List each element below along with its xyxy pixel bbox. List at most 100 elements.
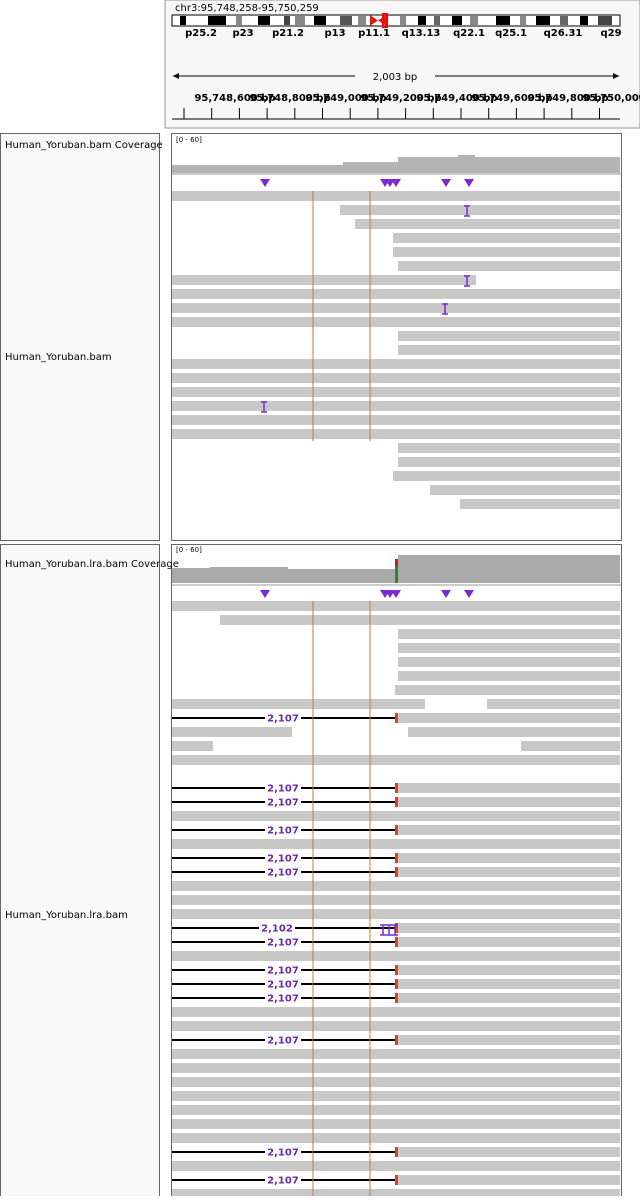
read [398, 797, 620, 807]
read [172, 415, 620, 425]
cytoband [452, 16, 462, 25]
read [393, 233, 620, 243]
read [398, 643, 620, 653]
deletion-edge [395, 979, 398, 989]
read [172, 387, 620, 397]
read [172, 1063, 620, 1073]
read [398, 629, 620, 639]
read [172, 881, 620, 891]
allele-bar [395, 559, 398, 566]
read [393, 247, 620, 257]
cytoband [284, 16, 290, 25]
read [172, 429, 620, 439]
cytoband [560, 16, 568, 25]
deletion-edge [395, 713, 398, 723]
read [487, 699, 620, 709]
cytoband [314, 16, 326, 25]
ruler-label: 95,749,400 bp [416, 93, 497, 104]
read [172, 1021, 620, 1031]
label-bg [265, 853, 301, 863]
read [398, 457, 620, 467]
read [340, 205, 620, 215]
read [172, 909, 620, 919]
read [398, 443, 620, 453]
cytoband [400, 16, 406, 25]
read [398, 345, 620, 355]
cytoband-label: p11.1 [358, 28, 390, 39]
read [398, 993, 620, 1003]
cytoband [295, 16, 305, 25]
variant [391, 179, 401, 187]
deletion-label: 2,107 [267, 966, 299, 977]
span: 2,003 bp [373, 72, 418, 83]
cytoband [598, 16, 612, 25]
cytoband [434, 16, 440, 25]
read [398, 923, 620, 933]
read [398, 261, 620, 271]
cytoband [536, 16, 550, 25]
cytoband [358, 16, 366, 25]
cytoband-label: p13 [324, 28, 345, 39]
deletion-edge [395, 825, 398, 835]
cytoband-label: q26.31 [544, 28, 583, 39]
insertion [261, 401, 267, 413]
label-bg [265, 1175, 301, 1185]
read [398, 965, 620, 975]
read [398, 853, 620, 863]
label-bg [265, 783, 301, 793]
deletion-edge [395, 797, 398, 807]
track-name: Human_Yoruban.bam Coverage [5, 140, 163, 151]
read [172, 1049, 620, 1059]
read [398, 979, 620, 989]
ruler-label: 95,749,800 bp [527, 93, 608, 104]
variant [391, 590, 401, 598]
read [172, 317, 620, 327]
cytoband [340, 16, 352, 25]
cytoband [580, 16, 588, 25]
variant [464, 590, 474, 598]
variant [260, 179, 270, 187]
deletion-edge [395, 867, 398, 877]
read [355, 219, 620, 229]
deletion-label: 2,102 [261, 924, 293, 935]
read [172, 839, 620, 849]
label-bg [265, 937, 301, 947]
label-bg [265, 979, 301, 989]
deletion-label: 2,107 [267, 1148, 299, 1159]
cytoband-label: q13.13 [402, 28, 441, 39]
label-bg [265, 965, 301, 975]
track-name: Human_Yoruban.lra.bam [5, 910, 128, 921]
read [521, 741, 620, 751]
read [172, 811, 620, 821]
read [398, 713, 620, 723]
read [398, 867, 620, 877]
read [172, 401, 620, 411]
deletion-edge [395, 1175, 398, 1185]
deletion-edge [395, 853, 398, 863]
cytoband-label: q29 [600, 28, 621, 39]
read [220, 615, 620, 625]
read [398, 331, 620, 341]
locus: chr3:95,748,258-95,750,259 [175, 3, 319, 14]
deletion-label: 2,107 [267, 938, 299, 949]
label-bg [265, 797, 301, 807]
ideogram [171, 14, 621, 27]
read [172, 191, 620, 201]
read [398, 1147, 620, 1157]
read [398, 657, 620, 667]
read [172, 359, 620, 369]
read [172, 1105, 620, 1115]
cytoband-label: p21.2 [272, 28, 304, 39]
read [172, 289, 620, 299]
cytoband-label: p23 [232, 28, 253, 39]
cytoband [236, 16, 242, 25]
read [393, 471, 620, 481]
ruler-label: 95,749,600 bp [471, 93, 552, 104]
cytoband [418, 16, 426, 25]
cytoband [496, 16, 510, 25]
read [172, 601, 620, 611]
data-range: [0 - 60] [176, 136, 202, 144]
read [460, 499, 620, 509]
read [398, 671, 620, 681]
